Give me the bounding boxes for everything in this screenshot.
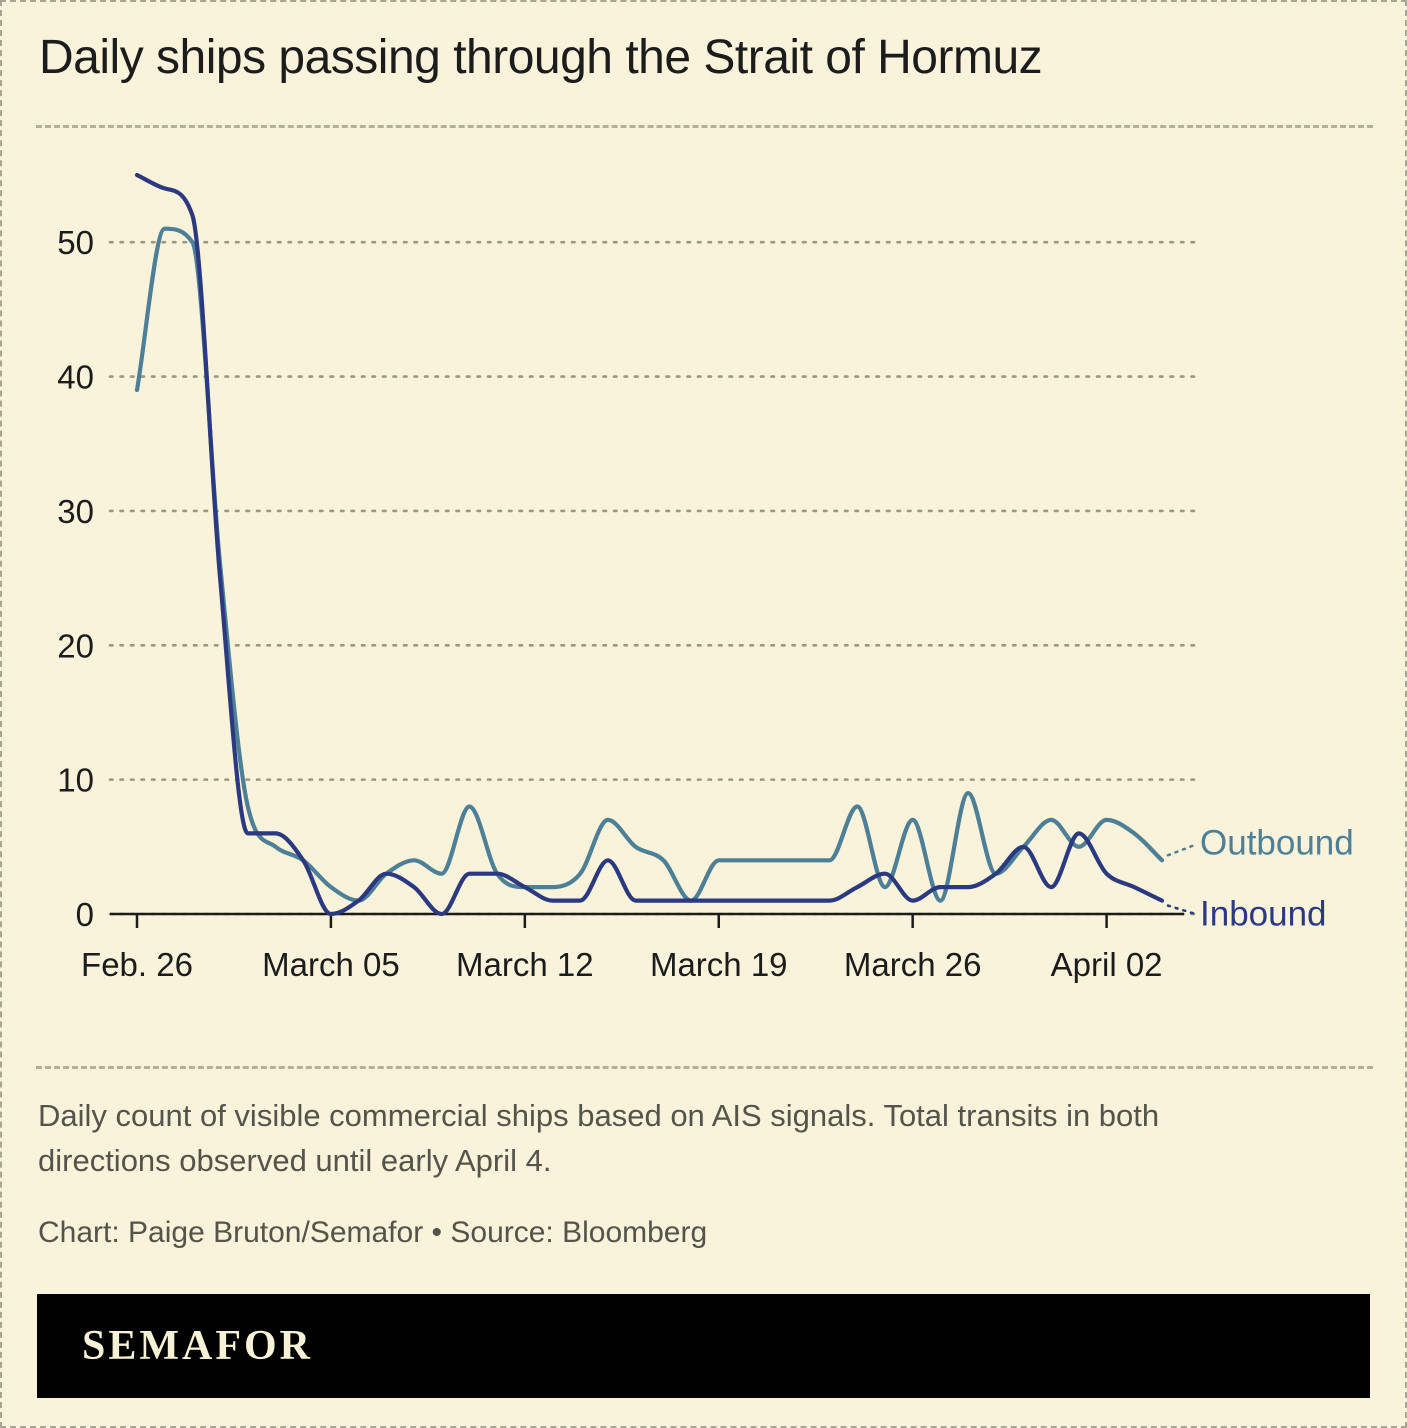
inbound-line [134, 172, 1165, 917]
top-divider [36, 125, 1373, 128]
x-tick-label: April 02 [1051, 946, 1163, 983]
line-chart: 0 10 20 30 40 50 Feb. 26 March 05 March 12 March … [57, 172, 1354, 983]
y-tick-label: 30 [57, 493, 94, 530]
chart-title: Daily ships passing through the Strait o… [39, 31, 1043, 84]
y-tick-label: 0 [76, 896, 94, 933]
x-tick-label: March 19 [650, 946, 788, 983]
y-tick-label: 10 [57, 762, 94, 799]
x-tick-label: Feb. 26 [81, 946, 193, 983]
chart-credit: Chart: Paige Bruton/Semafor • Source: Bl… [38, 1216, 708, 1249]
outbound-leader [1166, 844, 1196, 857]
x-tick-label: March 05 [262, 946, 400, 983]
chart-caption: Daily count of visible commercial ships … [38, 1098, 1160, 1178]
inbound-leader [1166, 904, 1196, 915]
x-tick-label: March 12 [456, 946, 594, 983]
x-tick-label: March 26 [844, 946, 982, 983]
y-tick-label: 40 [57, 359, 94, 396]
footer-bar: SEMAFOR [37, 1294, 1370, 1398]
bottom-divider [36, 1066, 1373, 1069]
semafor-logo: SEMAFOR [82, 1323, 313, 1369]
inbound-label: Inbound [1200, 895, 1327, 934]
y-tick-label: 50 [57, 224, 94, 261]
y-tick-label: 20 [57, 627, 94, 664]
outbound-label: Outbound [1200, 823, 1354, 862]
outbound-line [134, 226, 1165, 903]
